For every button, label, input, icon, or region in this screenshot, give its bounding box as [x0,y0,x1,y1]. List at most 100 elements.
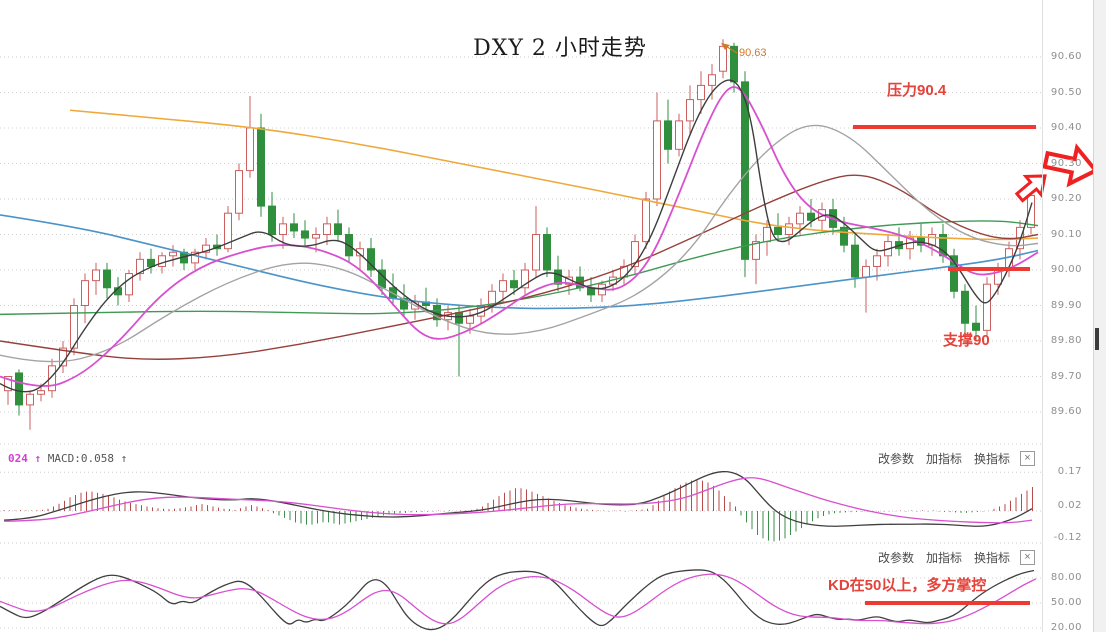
main-axis-label: 90.40 [1050,122,1082,133]
kd-panel [0,569,1037,631]
kd-axis-label: 20.00 [1050,622,1082,632]
support-line [948,267,1030,271]
candle [4,376,12,392]
main-axis-label: 90.00 [1050,264,1082,275]
ma-green [0,220,1039,316]
candle [532,234,540,271]
peak-price-label: 90.63 [739,47,767,59]
candle [708,74,716,86]
candle [675,120,683,150]
candle [950,255,958,292]
candle [235,170,243,214]
chart-title: DXY 2 小时走势 [473,36,647,61]
candle [400,297,408,310]
macd-axis-label: 0.17 [1057,466,1082,478]
candle [279,223,287,236]
candle [961,290,969,324]
candle [257,127,265,207]
scrollbar-track[interactable] [1093,0,1106,632]
macd-value-label: MACD:0.058 [47,452,114,465]
candle [774,226,782,235]
change-params-button[interactable]: 改参数 [877,551,914,565]
add-indicator-button[interactable]: 加指标 [925,551,962,565]
kd-axis-label: 80.00 [1050,572,1082,583]
kd-k-line [0,569,1035,631]
close-icon[interactable]: × [1020,451,1035,466]
candle [136,258,144,275]
candle [312,234,320,239]
add-indicator-button[interactable]: 加指标 [925,452,962,466]
candle [224,212,232,250]
main-axis-label: 90.20 [1050,193,1082,204]
candle [642,198,650,243]
candle [103,269,111,289]
main-axis-label: 89.80 [1050,335,1082,346]
candle [290,223,298,232]
ma-magenta [0,86,1039,387]
kd-axis-label: 50.00 [1050,597,1082,608]
macd-period-label: 024 [8,452,28,465]
candle [125,273,133,296]
main-axis-label: 89.70 [1050,370,1082,382]
candle [631,241,639,267]
candle [840,226,848,246]
up-arrow-icon: ↑ [34,452,42,465]
switch-indicator-button[interactable]: 换指标 [973,452,1010,466]
candle [554,269,562,285]
peak-pointer-arrow [721,43,738,54]
support-annotation: 支撑90 [943,332,990,349]
candle [268,205,276,236]
candle [26,393,34,406]
switch-indicator-button[interactable]: 换指标 [973,551,1010,565]
main-axis-label: 90.50 [1050,86,1082,98]
resistance-annotation: 压力90.4 [887,82,947,99]
candle [92,269,100,282]
ma-black [0,79,1033,393]
main-axis-label: 89.90 [1050,299,1082,311]
ma-blue [0,214,1039,310]
ma-gray [0,124,1039,363]
candle [334,223,342,236]
candle [752,241,760,260]
main-axis-label: 90.60 [1050,51,1082,62]
macd-toolbar: 改参数 加指标 换指标 × [860,450,1035,467]
main-axis-label: 90.30 [1050,157,1082,169]
main-axis-label: 90.10 [1050,228,1082,240]
candle [48,365,56,392]
candle [301,230,309,239]
up-arrow-icon: ↑ [120,452,128,465]
scrollbar-handle[interactable] [1095,328,1099,350]
candle [807,212,815,221]
candle [521,269,529,289]
candle [81,280,89,306]
candle [686,99,694,122]
candle [785,223,793,236]
candle [191,251,199,264]
candle [796,212,804,225]
candle [169,251,177,257]
kd-toolbar: 改参数 加指标 换指标 × [860,549,1035,566]
macd-axis-label: 0.02 [1057,500,1082,512]
candle [499,280,507,292]
candle [367,248,375,271]
axis-divider [1042,0,1043,632]
candle [70,305,78,349]
candle [873,255,881,267]
red-arrow-large-icon [1042,143,1099,188]
red-arrow-small-icon [1014,174,1047,203]
candle [510,280,518,289]
macd-axis-label: -0.12 [1053,532,1082,544]
macd-indicator-header: 024 ↑ MACD:0.058 ↑ [8,452,127,465]
close-icon[interactable]: × [1020,550,1035,565]
candle [356,248,364,257]
main-axis-label: 89.60 [1050,406,1082,417]
ma-lines [0,79,1039,393]
candle [972,322,980,331]
macd-dea-line [3,477,1033,524]
macd-panel [3,470,1033,542]
candle [543,234,551,271]
resistance-line [853,125,1036,129]
change-params-button[interactable]: 改参数 [877,452,914,466]
